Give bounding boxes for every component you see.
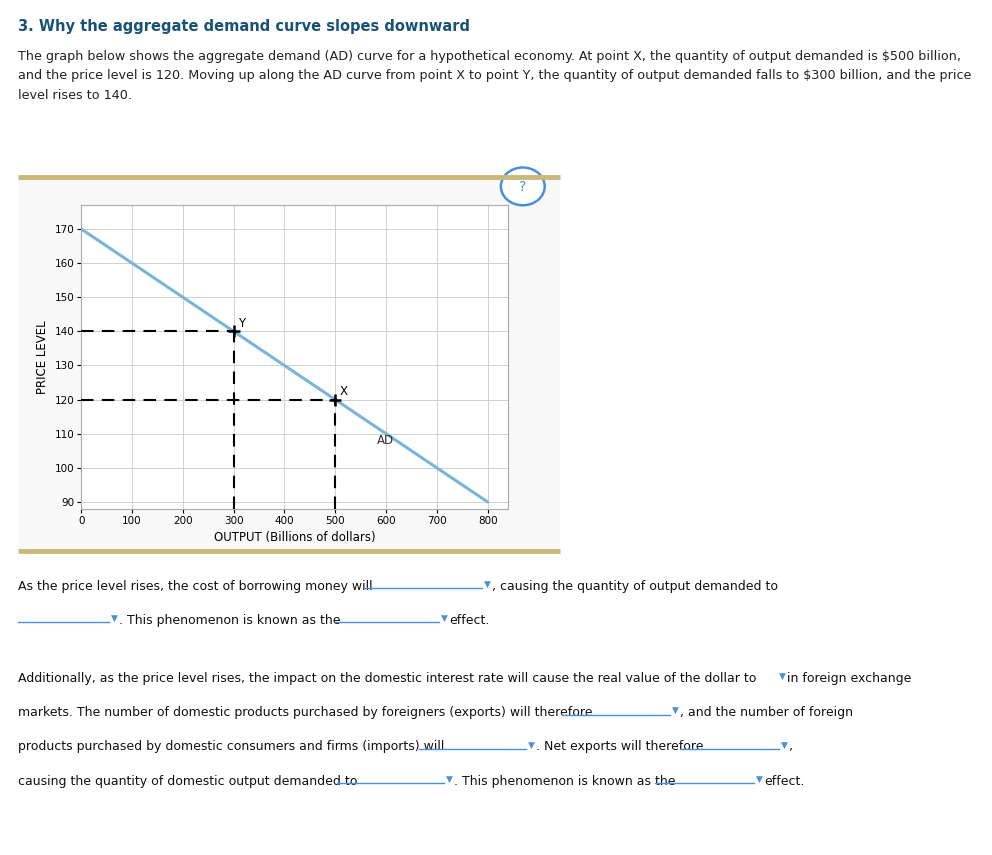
Text: ▼: ▼: [441, 614, 448, 623]
Text: . This phenomenon is known as the: . This phenomenon is known as the: [454, 775, 676, 787]
Text: AD: AD: [377, 434, 394, 447]
Text: ▼: ▼: [484, 580, 491, 589]
Text: ▼: ▼: [528, 740, 535, 750]
Text: markets. The number of domestic products purchased by foreigners (exports) will : markets. The number of domestic products…: [18, 706, 592, 719]
Text: products purchased by domestic consumers and firms (imports) will: products purchased by domestic consumers…: [18, 740, 444, 753]
Text: effect.: effect.: [449, 614, 490, 627]
Text: ▼: ▼: [756, 775, 763, 784]
Text: effect.: effect.: [764, 775, 805, 787]
Text: ▼: ▼: [446, 775, 453, 784]
Text: Additionally, as the price level rises, the impact on the domestic interest rate: Additionally, as the price level rises, …: [18, 672, 756, 685]
Text: ?: ?: [519, 180, 527, 194]
Text: ▼: ▼: [779, 672, 786, 681]
Text: . Net exports will therefore: . Net exports will therefore: [536, 740, 703, 753]
Text: Y: Y: [238, 317, 245, 330]
Text: 3. Why the aggregate demand curve slopes downward: 3. Why the aggregate demand curve slopes…: [18, 19, 470, 34]
Y-axis label: PRICE LEVEL: PRICE LEVEL: [36, 320, 49, 394]
Text: in foreign exchange: in foreign exchange: [787, 672, 911, 685]
Text: . This phenomenon is known as the: . This phenomenon is known as the: [119, 614, 340, 627]
Text: ▼: ▼: [781, 740, 788, 750]
Text: , causing the quantity of output demanded to: , causing the quantity of output demande…: [492, 580, 778, 593]
Text: ,: ,: [789, 740, 793, 753]
Text: The graph below shows the aggregate demand (AD) curve for a hypothetical economy: The graph below shows the aggregate dema…: [18, 50, 971, 102]
Text: ▼: ▼: [111, 614, 118, 623]
Text: ▼: ▼: [672, 706, 679, 716]
Text: , and the number of foreign: , and the number of foreign: [680, 706, 852, 719]
Text: causing the quantity of domestic output demanded to: causing the quantity of domestic output …: [18, 775, 357, 787]
Text: X: X: [340, 386, 348, 398]
X-axis label: OUTPUT (Billions of dollars): OUTPUT (Billions of dollars): [214, 531, 375, 545]
Circle shape: [501, 168, 545, 205]
Text: As the price level rises, the cost of borrowing money will: As the price level rises, the cost of bo…: [18, 580, 372, 593]
